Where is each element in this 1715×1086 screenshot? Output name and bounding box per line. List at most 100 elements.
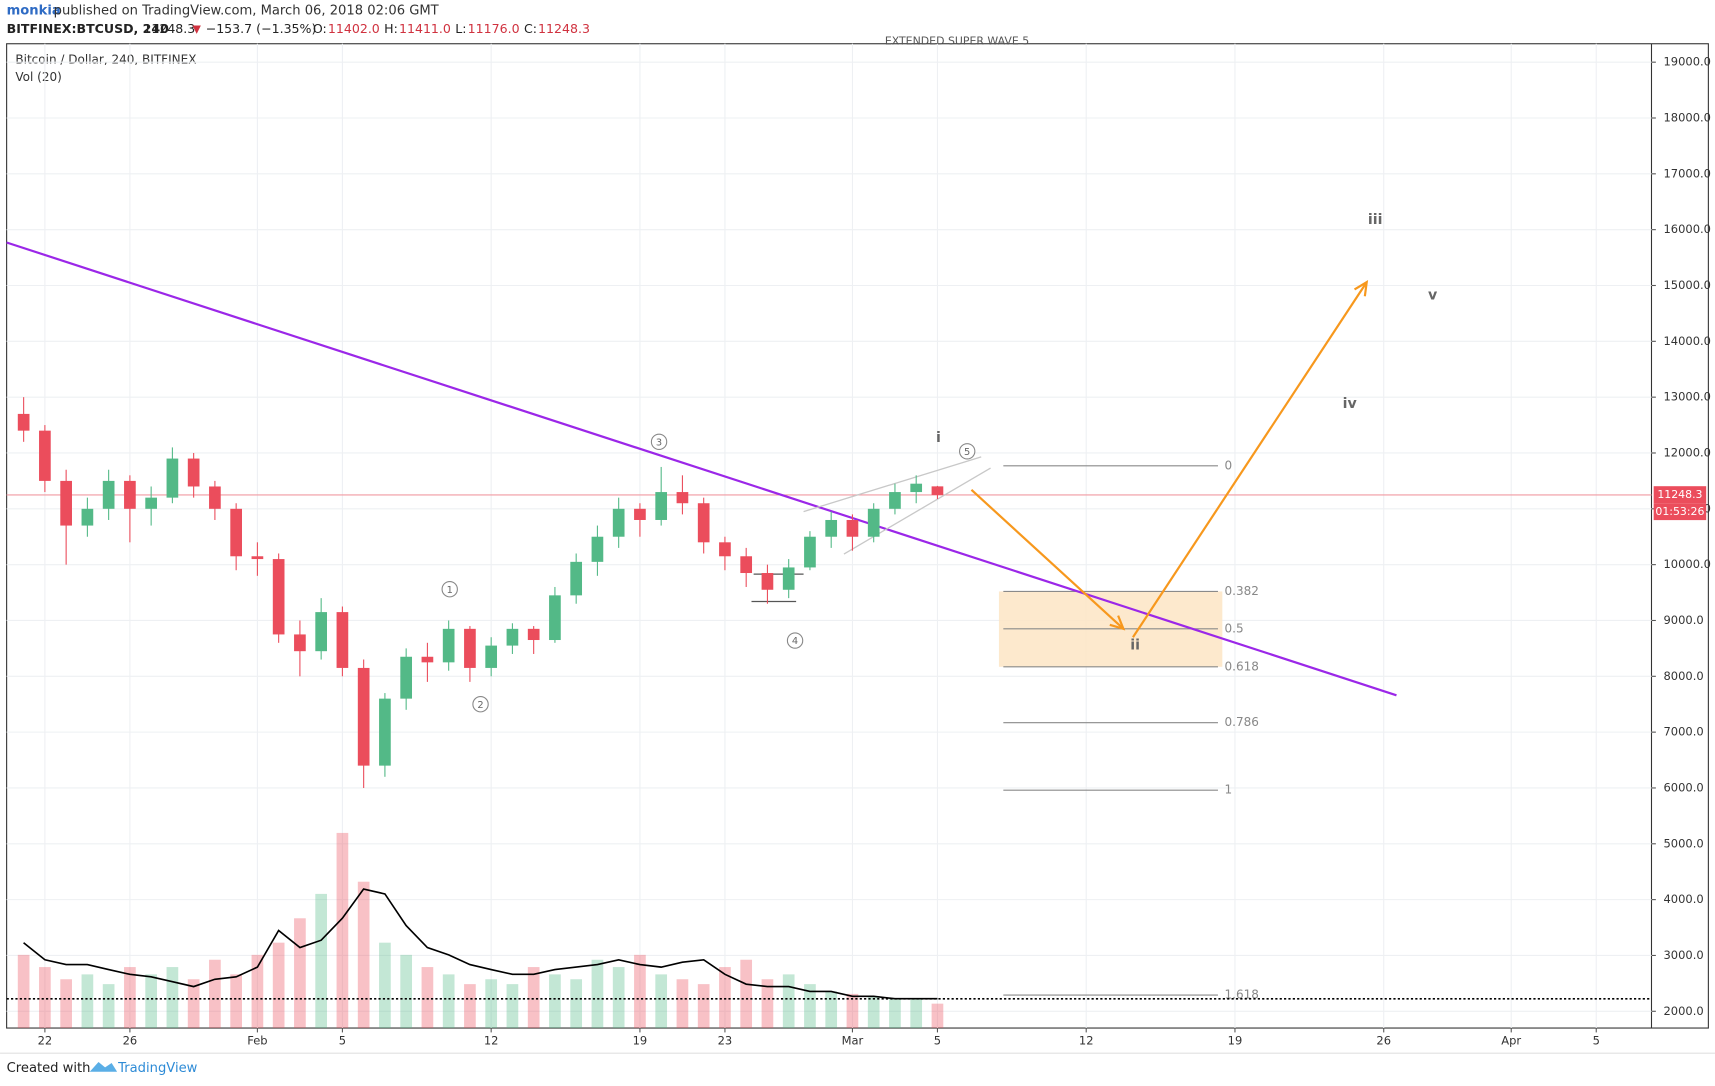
candle-body <box>804 536 816 568</box>
volume-bar <box>60 979 72 1029</box>
price-badge <box>1653 486 1707 504</box>
wave-label: v <box>1428 288 1438 304</box>
volume-bar <box>187 979 200 1029</box>
chart-title: Bitcoin / Dollar, 240, BITFINEX <box>15 53 196 67</box>
volume-bar <box>825 991 838 1029</box>
volume-bar <box>889 998 901 1029</box>
author[interactable]: monkia <box>7 3 61 18</box>
symbol: BITFINEX:BTCUSD, 240 <box>7 21 170 36</box>
ohlc-value: 11402.0 <box>328 21 380 36</box>
ohlc-value: 11176.0 <box>468 21 520 36</box>
candle-body <box>272 559 285 635</box>
candle-body <box>889 492 901 509</box>
y-tick-label: 3000.0 <box>1664 948 1704 962</box>
candle-body <box>60 480 72 526</box>
countdown-badge <box>1653 503 1707 521</box>
candle-body <box>442 628 455 663</box>
wave-circle <box>472 696 489 713</box>
volume-bar <box>761 979 774 1029</box>
wave-circle <box>650 433 668 451</box>
volume-bar <box>251 954 264 1029</box>
fib-label: 1 <box>1225 783 1233 797</box>
y-tick-label: 4000.0 <box>1664 892 1704 906</box>
countdown-label: 01:53:26 <box>1655 505 1704 518</box>
volume-bar <box>230 974 242 1029</box>
ohlc-label: H: <box>384 21 398 36</box>
volume-bar <box>549 974 561 1029</box>
candle-body <box>357 667 370 766</box>
candle-body <box>315 612 328 652</box>
x-tick-label: 12 <box>484 1034 499 1048</box>
x-tick-label: 22 <box>38 1034 53 1048</box>
y-tick-label: 2000.0 <box>1664 1004 1704 1018</box>
candle-body <box>336 612 349 668</box>
y-tick-label: 14000.0 <box>1664 334 1711 348</box>
trend-line <box>803 456 982 513</box>
y-tick-label: 7000.0 <box>1664 725 1704 739</box>
volume-bar <box>145 974 157 1029</box>
candle-body <box>81 508 94 526</box>
volume-bar <box>931 1003 944 1029</box>
candle-body <box>464 628 476 668</box>
y-tick-label: 17000.0 <box>1664 166 1711 180</box>
x-tick-label: 26 <box>1376 1034 1391 1048</box>
ohlc-label: L: <box>455 21 466 36</box>
volume-bar <box>400 954 413 1029</box>
volume-ma-line <box>23 888 938 1000</box>
volume-bar <box>634 954 646 1029</box>
x-tick-label: Mar <box>842 1034 864 1048</box>
volume-bar <box>697 984 710 1029</box>
footer-brand[interactable]: TradingView <box>117 1061 197 1076</box>
volume-bar <box>464 984 476 1029</box>
candle-body <box>145 497 157 509</box>
candle-body <box>634 508 646 520</box>
y-tick-label: 5000.0 <box>1664 836 1704 850</box>
volume-bar <box>740 959 753 1029</box>
candle-body <box>697 503 710 543</box>
candle-body <box>527 628 540 641</box>
x-tick-label: 5 <box>934 1034 941 1048</box>
candle-body <box>676 492 689 504</box>
volume-bar <box>294 918 306 1029</box>
fib-label: 0.618 <box>1225 659 1259 673</box>
volume-bar <box>506 984 519 1029</box>
volume-bar <box>357 881 370 1029</box>
candle-body <box>485 645 498 668</box>
candle-body <box>612 508 625 537</box>
published: published on TradingView.com, March 06, … <box>54 3 440 18</box>
volume-bar <box>315 893 328 1029</box>
volume-bar <box>379 942 391 1029</box>
candle-body <box>421 656 434 663</box>
fib-label: 0 <box>1225 458 1233 472</box>
wave-label: 1 <box>447 585 453 596</box>
x-tick-label: 23 <box>718 1034 733 1048</box>
candle-body <box>124 480 136 509</box>
volume-bar <box>81 974 94 1029</box>
y-tick-label: 15000.0 <box>1664 278 1711 292</box>
candle-body <box>230 508 242 557</box>
candle-body <box>209 486 221 509</box>
volume-bar <box>910 998 923 1029</box>
wave-circle <box>441 581 458 598</box>
ohlc-value: 11248.3 <box>538 21 590 36</box>
ohlc-value: 11411.0 <box>399 21 451 36</box>
candle-body <box>931 486 944 495</box>
chart-frame <box>6 43 1709 1029</box>
volume-bar <box>272 942 285 1029</box>
y-tick-label: 13000.0 <box>1664 390 1711 404</box>
arrow-head <box>1109 615 1126 631</box>
candle-body <box>166 458 179 498</box>
fib-label: 0.5 <box>1225 621 1244 635</box>
volume-bar <box>442 974 455 1029</box>
candle-body <box>655 492 668 520</box>
candle-body <box>910 483 923 493</box>
y-tick-label: 12000.0 <box>1664 445 1711 459</box>
x-tick-label: Apr <box>1501 1034 1521 1048</box>
volume-bar <box>612 967 625 1029</box>
volume-bar <box>655 974 668 1029</box>
candle-body <box>506 628 519 646</box>
volume-bar <box>17 954 30 1029</box>
candle-body <box>400 656 413 699</box>
